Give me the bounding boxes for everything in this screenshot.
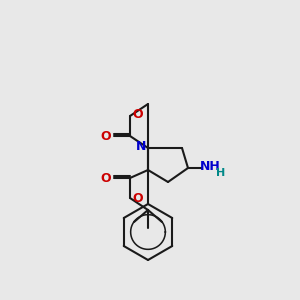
Text: NH: NH [200, 160, 220, 173]
Text: O: O [101, 172, 111, 184]
Text: O: O [101, 130, 111, 142]
Text: N: N [136, 140, 146, 154]
Text: O: O [133, 109, 143, 122]
Text: H: H [216, 168, 226, 178]
Text: O: O [133, 193, 143, 206]
